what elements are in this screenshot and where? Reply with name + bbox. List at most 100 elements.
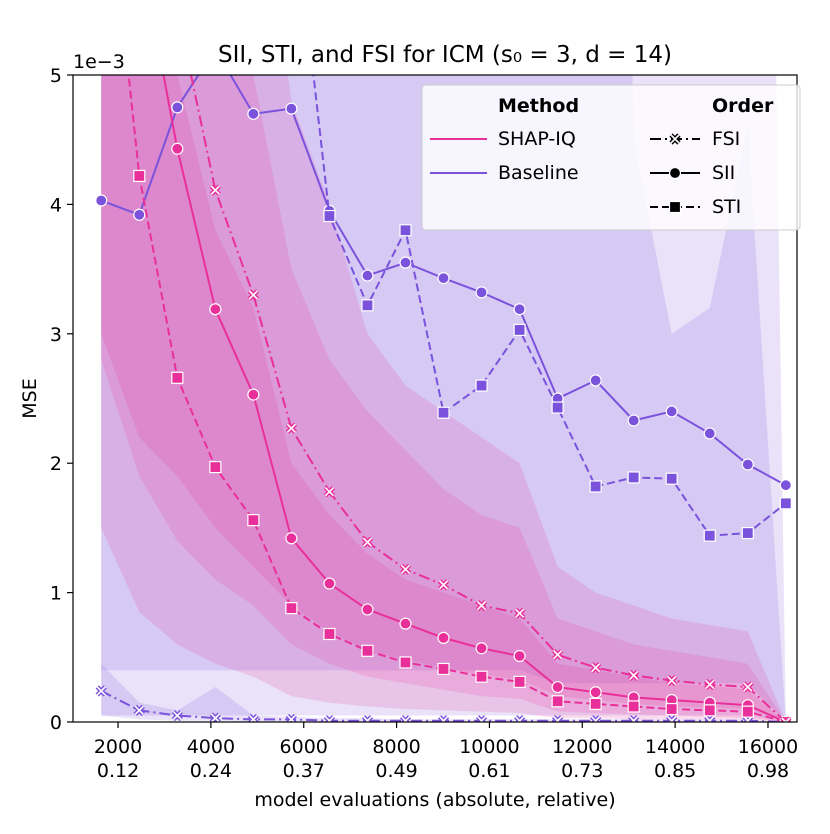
marker	[361, 603, 374, 616]
marker	[361, 269, 374, 282]
marker-core	[705, 716, 715, 722]
legend-label: Baseline	[498, 162, 579, 184]
marker	[668, 166, 682, 180]
marker	[361, 536, 374, 548]
marker-core	[286, 714, 296, 722]
marker	[475, 670, 488, 683]
marker	[437, 715, 450, 722]
confidence-band	[101, 75, 786, 722]
x-tick-relative-label: 0.37	[283, 760, 325, 782]
legend: Method Order SHAP-IQ Baseline FSI SII STI	[421, 84, 801, 231]
marker-core	[553, 716, 563, 722]
confidence-band	[101, 75, 786, 722]
x-tick-label: 10000	[459, 736, 519, 758]
confidence-band	[101, 663, 786, 722]
marker	[399, 656, 412, 669]
marker	[666, 675, 678, 687]
marker	[437, 272, 450, 285]
marker-core	[173, 6, 181, 14]
marker	[589, 686, 602, 699]
marker	[285, 602, 298, 615]
marker	[475, 599, 488, 612]
x-tick-label: 16000	[738, 736, 798, 758]
marker	[173, 6, 181, 14]
legend-label: SII	[712, 162, 735, 184]
x-tick-relative-label: 0.85	[654, 760, 696, 782]
marker	[475, 642, 488, 655]
marker	[741, 526, 754, 540]
marker	[627, 700, 640, 713]
marker-core	[172, 710, 182, 721]
marker-core	[210, 185, 220, 195]
marker	[209, 460, 222, 474]
marker	[742, 681, 754, 693]
marker	[285, 422, 297, 434]
marker	[209, 303, 222, 316]
marker-core	[591, 716, 601, 722]
y-tick-label: 1	[50, 583, 62, 605]
marker	[171, 709, 183, 722]
legend-box	[421, 84, 801, 231]
marker	[589, 374, 602, 387]
marker	[513, 323, 526, 337]
x-tick-label: 8000	[372, 736, 420, 758]
marker-core	[134, 705, 144, 715]
marker	[247, 388, 260, 401]
marker	[628, 715, 640, 722]
marker	[589, 697, 602, 710]
marker	[285, 102, 298, 115]
marker	[475, 286, 488, 299]
marker	[779, 479, 792, 492]
x-tick-label: 14000	[645, 736, 705, 758]
marker-core	[743, 682, 753, 692]
marker	[665, 472, 678, 485]
marker	[171, 371, 184, 384]
marker	[399, 256, 412, 269]
x-axis-label: model evaluations (absolute, relative)	[254, 789, 615, 811]
confidence-band	[101, 75, 786, 722]
marker	[133, 208, 146, 221]
marker-core	[438, 580, 449, 590]
marker	[133, 169, 146, 183]
marker	[437, 579, 450, 591]
marker	[475, 715, 488, 722]
marker	[703, 529, 716, 542]
x-tick-relative-label: 0.12	[97, 760, 139, 782]
marker-core	[629, 670, 639, 680]
marker	[513, 303, 526, 316]
marker-core	[515, 716, 525, 722]
marker-core	[476, 716, 487, 722]
y-tick-label: 5	[50, 65, 62, 87]
marker	[669, 133, 681, 145]
x-tick-label: 2000	[94, 736, 142, 758]
marker	[247, 107, 260, 120]
legend-title: Order	[712, 95, 774, 117]
marker	[514, 607, 526, 619]
legend-label: SHAP-IQ	[498, 128, 576, 150]
marker	[704, 715, 716, 722]
marker	[475, 379, 488, 392]
marker-core	[400, 716, 411, 722]
marker-core	[362, 537, 373, 547]
marker	[361, 644, 374, 657]
marker	[361, 715, 374, 722]
x-tick-label: 12000	[552, 736, 612, 758]
marker	[247, 289, 259, 301]
bands	[101, 75, 786, 722]
marker	[399, 617, 412, 630]
marker	[133, 704, 145, 716]
marker	[551, 401, 564, 414]
marker	[437, 406, 450, 419]
marker-core	[324, 487, 335, 497]
marker	[437, 662, 450, 676]
marker	[590, 715, 602, 722]
marker-core	[705, 679, 715, 690]
marker-core	[667, 676, 677, 686]
marker-core	[667, 716, 677, 722]
marker	[627, 414, 640, 427]
marker	[628, 669, 640, 682]
marker	[247, 713, 259, 722]
marker	[742, 715, 754, 722]
marker-core	[286, 423, 296, 433]
